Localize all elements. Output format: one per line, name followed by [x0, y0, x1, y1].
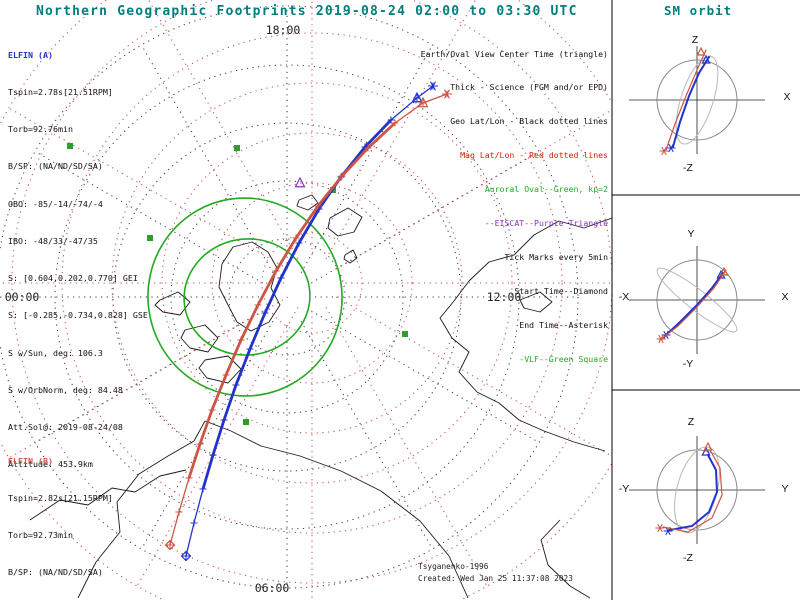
- auroral-oval: [147, 197, 343, 397]
- axis-label-p3-top: Z: [687, 416, 695, 428]
- elfin-a-line: S w/OrbNorm, deg: 84.48: [8, 384, 123, 395]
- sm-orbit-panels: [629, 46, 765, 544]
- elfin-b-header: ELFIN (B): [8, 455, 53, 466]
- elfin-a-info-block: ELFIN (A) Tspin=2.78s[21.51RPM] Torb=92.…: [8, 24, 148, 495]
- created-timestamp: Created: Wed Jan 25 11:37:08 2023: [418, 573, 573, 583]
- elfin-a-line: S: [0.604,0.202,0.770] GEI: [8, 273, 138, 284]
- model-credit: Tsyganenko-1996: [418, 562, 489, 571]
- geographic-grid: [0, 5, 579, 589]
- elfin-b-line: B/SP: (NA/ND/SD/SA): [8, 567, 103, 578]
- elfin-b-info-block: ELFIN (B) Tspin=2.82s[21.15RPM] Torb=92.…: [8, 430, 153, 600]
- mlt-label-12: 12:00: [486, 290, 522, 304]
- axis-label-p3-bottom: -Z: [683, 552, 693, 564]
- elfin-a-line: S: [-0.285,-0.734,0.828] GSE: [8, 310, 148, 321]
- legend-line: Tick Marks every 5min: [504, 251, 608, 262]
- axis-label-p2-top: Y: [687, 228, 695, 240]
- map-legend: Earth/Oval View Center Time (triangle) T…: [421, 26, 608, 388]
- coastlines: [29, 194, 612, 599]
- elfin-a-line: Att.Sol@: 2019-08-24/08: [8, 422, 123, 432]
- legend-line: -VLF--Green Square: [519, 353, 608, 364]
- elfin-a-line: S w/Sun, deg: 106.3: [8, 347, 103, 358]
- magnetic-grid: [0, 0, 612, 600]
- axis-label-p3-right: Y: [781, 483, 789, 495]
- footprint-trajectories: [164, 81, 452, 562]
- elfin-a-line: Altitude: 453.9km: [8, 459, 93, 470]
- legend-line: Auroral Oval--Green, kp=2: [484, 184, 608, 195]
- elfin-a-line: OBO: -85/-14/-74/-4: [8, 198, 103, 209]
- panel-separator-lines: [611, 0, 800, 600]
- axis-label-p2-left: -X: [618, 291, 630, 303]
- page-title: Northern Geographic Footprints 2019-08-2…: [36, 4, 578, 19]
- elfin-a-line: IBO: -48/33/-47/35: [8, 235, 98, 246]
- axis-label-p2-bottom: -Y: [682, 358, 694, 370]
- axis-label-p3-left: -Y: [618, 483, 630, 495]
- legend-line: Thick - Science (FGM and/or EPD): [450, 82, 608, 93]
- eiscat-triangle-marker: [294, 176, 306, 188]
- axis-label-p1-bottom: -Z: [683, 162, 693, 174]
- sm-orbit-title: SM orbit: [664, 3, 733, 18]
- elfin-a-header: ELFIN (A): [8, 49, 53, 60]
- legend-line: Mag Lat/Lon - Red dotted lines: [460, 150, 608, 161]
- mlt-label-00: 00:00: [4, 290, 40, 304]
- polar-map: [0, 0, 612, 600]
- elfin-b-line: Torb=92.73min: [8, 530, 73, 541]
- legend-line: --EISCAT--Purple Triangle: [484, 218, 608, 229]
- elfin-a-line: B/SP: (NA/ND/SD/SA): [8, 161, 103, 172]
- legend-line: Geo Lat/Lon - Black dotted lines: [450, 116, 608, 127]
- axis-label-p2-right: X: [781, 291, 789, 303]
- axis-label-p1-top: Z: [691, 34, 699, 46]
- elfin-b-line: Tspin=2.82s[21.15RPM]: [8, 493, 113, 504]
- legend-line: End Time--Asterisk: [519, 319, 608, 330]
- elfin-a-line: Tspin=2.78s[21.51RPM]: [8, 87, 113, 98]
- axis-label-p1-right: X: [783, 91, 791, 103]
- legend-line: Start Time--Diamond: [514, 285, 608, 296]
- mlt-label-18: 18:00: [265, 23, 301, 37]
- mlt-label-06: 06:00: [254, 581, 290, 595]
- credits-block: Tsyganenko-1996 Created: Wed Jan 25 11:3…: [418, 561, 573, 584]
- legend-line: Earth/Oval View Center Time (triangle): [420, 48, 608, 59]
- elfin-a-line: Torb=92.76min: [8, 124, 73, 135]
